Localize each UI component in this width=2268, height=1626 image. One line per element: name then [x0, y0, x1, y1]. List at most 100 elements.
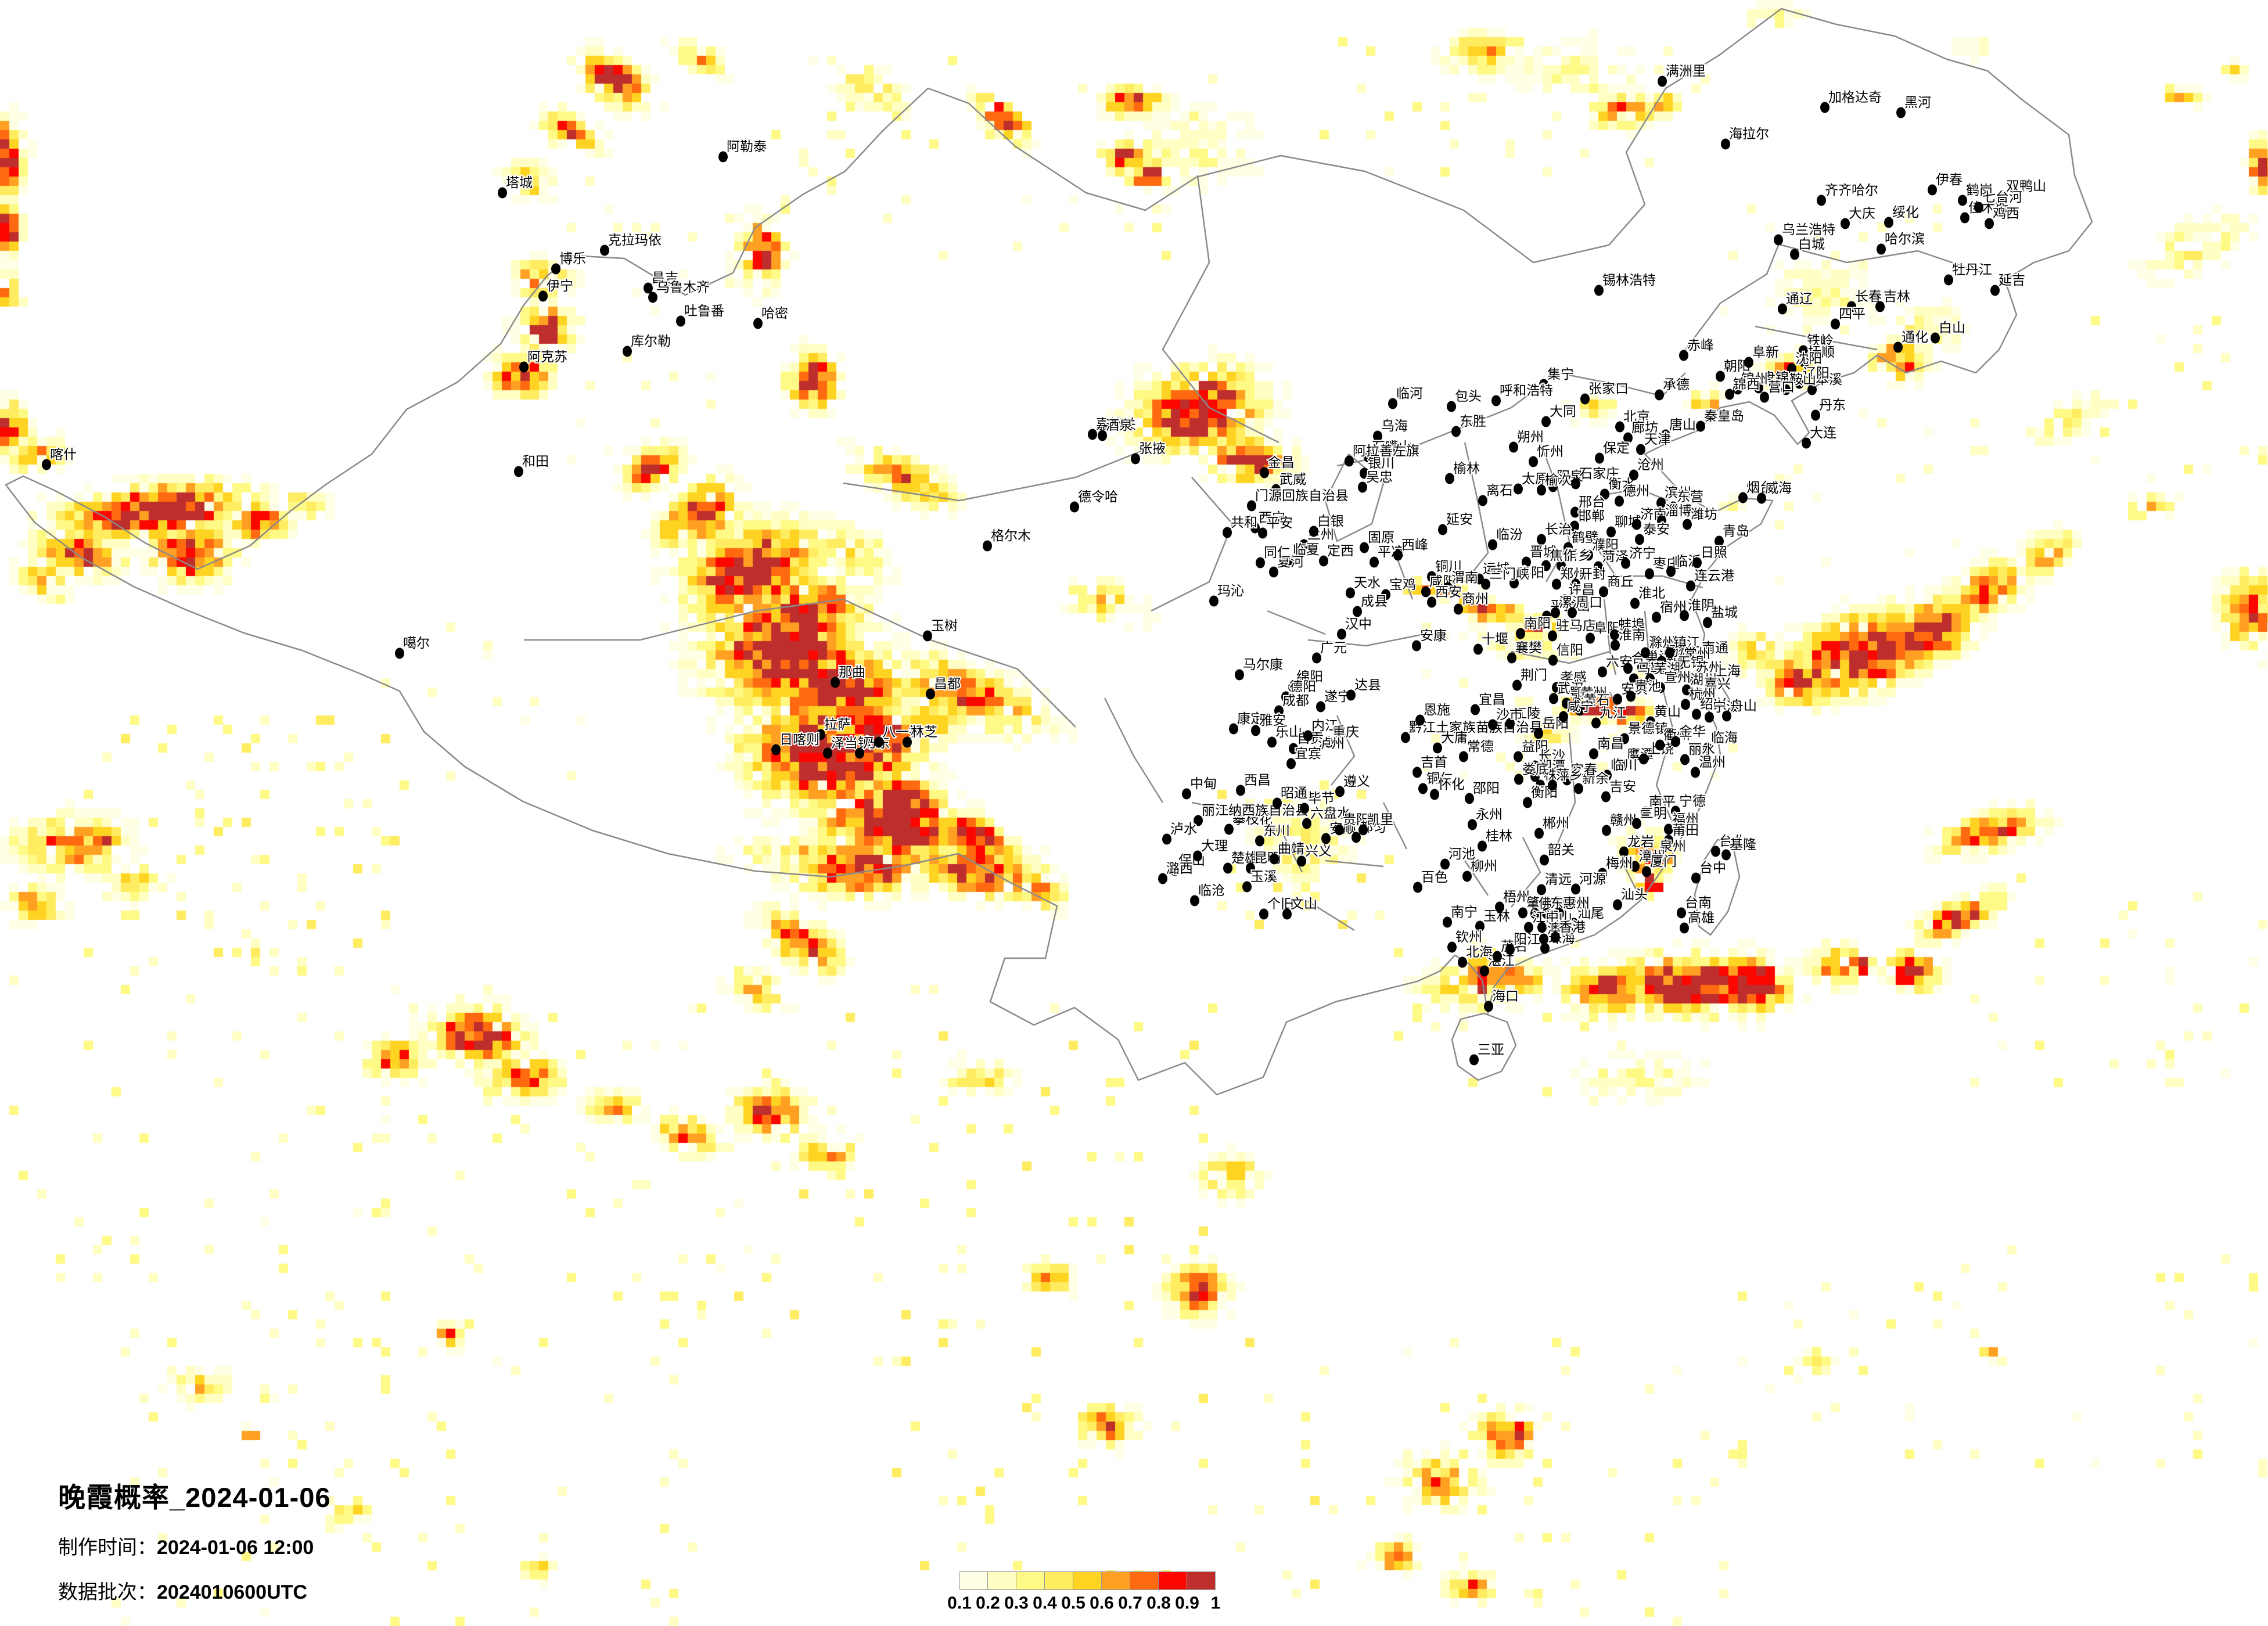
- city-label: 淮南: [1619, 627, 1645, 642]
- city-dot-icon: [1454, 603, 1463, 615]
- city-label: 商丘: [1607, 574, 1634, 589]
- city-label: 张家口: [1588, 381, 1629, 396]
- city-dot-icon: [1757, 492, 1766, 504]
- city-marker: 沈阳: [1787, 350, 1823, 375]
- city-dot-icon: [1811, 409, 1820, 421]
- city-dot-icon: [1928, 184, 1937, 196]
- city-dot-icon: [519, 361, 529, 373]
- city-label: 运城: [1483, 561, 1509, 576]
- city-marker: 哈尔滨: [1877, 230, 1926, 255]
- city-marker: 中甸: [1182, 775, 1218, 800]
- city-marker: 喀什: [42, 445, 78, 470]
- city-marker: 克拉玛依: [600, 231, 663, 256]
- city-marker: 常德: [1459, 738, 1495, 762]
- city-label: 青岛: [1723, 523, 1749, 538]
- city-marker: 南平: [1641, 793, 1677, 818]
- city-dot-icon: [1542, 908, 1551, 919]
- city-dot-icon: [1530, 908, 1540, 919]
- city-label: 三门峡: [1489, 566, 1529, 581]
- city-dot-icon: [718, 151, 728, 163]
- city-dot-icon: [1418, 783, 1428, 794]
- city-dot-icon: [1537, 884, 1546, 895]
- city-marker: 唐山: [1661, 416, 1697, 441]
- city-label: 恩施: [1424, 702, 1450, 717]
- city-dot-icon: [676, 315, 685, 327]
- city-label: 绍兴: [1700, 696, 1727, 711]
- city-label: 噶尔: [403, 635, 430, 650]
- city-label: 唐山: [1669, 417, 1696, 432]
- city-marker: 个旧: [1259, 895, 1295, 920]
- city-dot-icon: [1589, 748, 1598, 760]
- province-boundary-line: [1511, 599, 1611, 664]
- city-label: 海拉尔: [1729, 126, 1769, 141]
- city-dot-icon: [1250, 522, 1260, 534]
- province-boundary-line: [1644, 610, 1652, 675]
- city-dot-icon: [1360, 542, 1369, 553]
- city-dot-icon: [1632, 818, 1641, 829]
- city-dot-icon: [1610, 629, 1619, 641]
- city-marker: 黄石: [1575, 691, 1611, 716]
- legend-tick-label: 0.3: [1004, 1593, 1029, 1613]
- city-dot-icon: [1664, 834, 1673, 846]
- city-dot-icon: [1162, 833, 1171, 845]
- city-marker: 鹤岗: [1958, 181, 1994, 206]
- city-marker: 北京: [1615, 408, 1651, 433]
- city-dot-icon: [1415, 714, 1425, 726]
- city-dot-icon: [1468, 819, 1477, 830]
- city-marker: 延安: [1438, 510, 1474, 535]
- city-dot-icon: [1664, 823, 1673, 835]
- city-label: 威海: [1765, 480, 1792, 495]
- city-marker: 衡水: [1600, 475, 1636, 500]
- city-dot-icon: [1820, 102, 1830, 113]
- city-dot-icon: [1599, 586, 1608, 598]
- city-marker: 遵义: [1335, 772, 1371, 797]
- province-boundary-line: [1609, 692, 1623, 722]
- city-label: 苏州: [1695, 660, 1722, 675]
- city-marker: 肇庆: [1518, 894, 1554, 919]
- city-label: 那曲: [839, 664, 865, 679]
- province-boundary-line: [1620, 860, 1640, 896]
- city-marker: 门源回族自治县: [1247, 487, 1350, 512]
- city-marker: 烟台: [1738, 479, 1774, 503]
- caption-block: 晚霞概率_2024-01-06 制作时间：2024-01-06 12:00 数据…: [58, 1475, 331, 1605]
- city-label: 黑河: [1904, 95, 1931, 110]
- city-dot-icon: [648, 292, 657, 303]
- province-boundary-line: [524, 598, 844, 641]
- city-dot-icon: [823, 747, 832, 759]
- city-label: 文山: [1291, 896, 1317, 911]
- city-label: 淮阴: [1688, 598, 1715, 613]
- city-dot-icon: [1602, 825, 1611, 836]
- city-dot-icon: [1703, 742, 1712, 754]
- city-dot-icon: [1370, 556, 1379, 568]
- city-marker: 长沙: [1530, 747, 1566, 772]
- city-label: 四平: [1839, 306, 1866, 321]
- city-marker: 常州: [1676, 645, 1712, 670]
- province-border-lines: [5, 8, 2093, 1096]
- city-label: 兴义: [1305, 843, 1332, 858]
- city-label: 本溪: [1816, 372, 1842, 387]
- city-marker: 呼和浩特: [1491, 382, 1554, 406]
- city-label: 夏河: [1277, 554, 1304, 569]
- city-dot-icon: [1787, 363, 1796, 375]
- city-label: 和田: [522, 454, 549, 469]
- city-dot-icon: [1302, 818, 1311, 829]
- city-dot-icon: [1658, 75, 1667, 87]
- city-marker: 阿拉善左旗: [1345, 442, 1421, 467]
- city-label: 三亚: [1478, 1042, 1504, 1057]
- city-marker: 阿克苏: [519, 348, 569, 373]
- city-marker: 楚雄: [1223, 849, 1259, 874]
- city-dot-icon: [1285, 554, 1294, 566]
- legend-tick-label: 0.4: [1033, 1593, 1057, 1613]
- city-label: 西宁: [1259, 510, 1285, 525]
- city-dot-icon: [1931, 332, 1940, 344]
- city-label: 遵义: [1343, 774, 1370, 789]
- city-marker: 德阳: [1281, 678, 1317, 703]
- legend-tick-label: 0.2: [976, 1593, 1000, 1613]
- city-marker: 惠州: [1555, 894, 1591, 919]
- city-label: 北海: [1466, 944, 1493, 959]
- city-marker: 开封: [1571, 565, 1607, 590]
- city-label: 汉中: [1345, 616, 1372, 631]
- city-dot-icon: [1229, 723, 1238, 735]
- city-dot-icon: [1447, 401, 1456, 412]
- city-label: 韶关: [1548, 842, 1575, 857]
